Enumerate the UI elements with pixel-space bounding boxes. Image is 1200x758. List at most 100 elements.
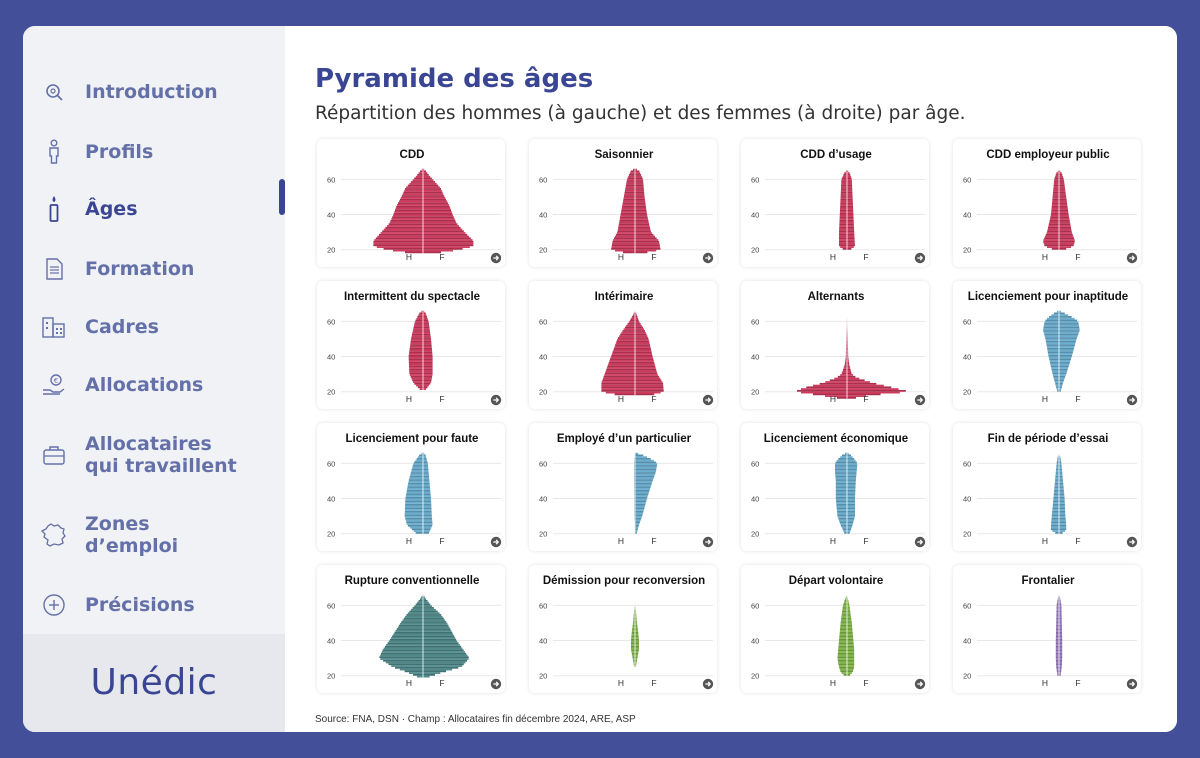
male-bar [631, 644, 635, 646]
female-label: F [1075, 678, 1080, 688]
female-bar [1059, 489, 1064, 492]
male-bar [797, 389, 847, 392]
arrow-circle-icon[interactable] [702, 252, 714, 264]
male-bar [1057, 673, 1059, 676]
female-bar [847, 211, 854, 213]
sidebar-item-formation[interactable]: Formation [23, 258, 285, 280]
female-bar [635, 342, 650, 345]
female-bar [635, 207, 647, 210]
sidebar-item-allocataires[interactable]: Allocataires qui travaillent [23, 433, 285, 477]
female-bar [635, 528, 638, 531]
female-bar [1059, 211, 1069, 213]
arrow-circle-icon[interactable] [1126, 536, 1138, 548]
female-bar [847, 356, 849, 359]
male-bar [408, 356, 423, 359]
arrow-circle-icon[interactable] [914, 252, 926, 264]
sidebar-item-introduction[interactable]: Introduction [23, 81, 285, 103]
male-bar [1050, 216, 1059, 219]
female-bar [847, 514, 855, 517]
male-bar [379, 656, 423, 659]
female-bar [1059, 377, 1065, 380]
female-bar [847, 644, 854, 646]
arrow-circle-icon[interactable] [490, 252, 502, 264]
male-bar [414, 177, 423, 180]
female-label: F [863, 536, 868, 546]
male-bar [407, 487, 423, 490]
female-bar [847, 175, 851, 178]
male-bar [838, 649, 847, 652]
chart-title: Licenciement pour inaptitude [967, 291, 1129, 303]
arrow-circle-icon[interactable] [1126, 678, 1138, 690]
male-bar [1056, 386, 1059, 389]
sidebar-item-profils[interactable]: Profils [23, 139, 285, 164]
female-bar [635, 328, 645, 331]
male-bar [610, 358, 635, 361]
female-bar [423, 619, 446, 622]
male-bar [400, 196, 423, 199]
male-bar [403, 617, 423, 620]
female-bar [1059, 198, 1067, 201]
male-bar [408, 360, 423, 362]
sidebar-item-zones[interactable]: Zones d’emploi [23, 513, 285, 557]
female-bar [423, 524, 433, 527]
female-bar [847, 519, 854, 522]
male-bar [836, 500, 847, 503]
female-bar [1059, 221, 1071, 224]
female-bar [847, 600, 849, 602]
female-bar [423, 628, 451, 630]
male-bar [380, 654, 423, 657]
female-bar [847, 670, 853, 673]
female-bar [423, 652, 467, 655]
male-bar [413, 381, 423, 383]
female-bar [423, 610, 438, 613]
female-bar [847, 624, 853, 627]
male-bar [622, 330, 635, 332]
male-bar [1057, 459, 1059, 462]
arrow-circle-icon[interactable] [914, 394, 926, 406]
female-bar [423, 640, 458, 643]
female-bar [635, 212, 647, 215]
male-bar [617, 337, 635, 339]
arrow-circle-icon[interactable] [914, 678, 926, 690]
female-bar [1059, 314, 1069, 317]
male-bar [408, 354, 423, 357]
female-bar [847, 607, 850, 609]
female-bar [635, 523, 640, 525]
arrow-circle-icon[interactable] [1126, 252, 1138, 264]
male-bar [612, 242, 635, 245]
arrow-circle-icon[interactable] [490, 536, 502, 548]
arrow-circle-icon[interactable] [914, 536, 926, 548]
male-bar [1055, 644, 1059, 646]
sidebar-item-cadres[interactable]: Cadres [23, 316, 285, 338]
male-bar [1057, 456, 1059, 459]
male-bar [843, 530, 847, 532]
female-bar [635, 635, 639, 637]
sidebar-item-precisions[interactable]: Précisions [23, 594, 285, 616]
arrow-circle-icon[interactable] [702, 678, 714, 690]
female-bar [847, 189, 853, 192]
male-bar [383, 228, 423, 231]
arrow-circle-icon[interactable] [702, 394, 714, 406]
male-bar [389, 638, 423, 641]
male-bar [1053, 181, 1059, 183]
female-bar [423, 188, 441, 190]
arrow-circle-icon[interactable] [490, 394, 502, 406]
male-label: H [1042, 394, 1048, 404]
male-bar [842, 605, 847, 608]
female-bar [1059, 524, 1067, 527]
female-bar [1059, 614, 1062, 616]
male-bar [840, 202, 847, 204]
arrow-circle-icon[interactable] [702, 536, 714, 548]
sidebar-item-allocations[interactable]: € Allocations [23, 374, 285, 396]
arrow-circle-icon[interactable] [490, 678, 502, 690]
male-bar [380, 658, 423, 660]
unedic-logo[interactable]: Unédic [90, 662, 218, 703]
male-bar [1054, 381, 1059, 383]
arrow-circle-icon[interactable] [1126, 394, 1138, 406]
male-bar [626, 181, 635, 183]
male-bar [416, 458, 423, 460]
male-bar [1056, 607, 1059, 609]
male-bar [617, 228, 635, 231]
male-bar [1054, 480, 1059, 483]
sidebar-item-ages[interactable]: Âges [23, 196, 285, 222]
